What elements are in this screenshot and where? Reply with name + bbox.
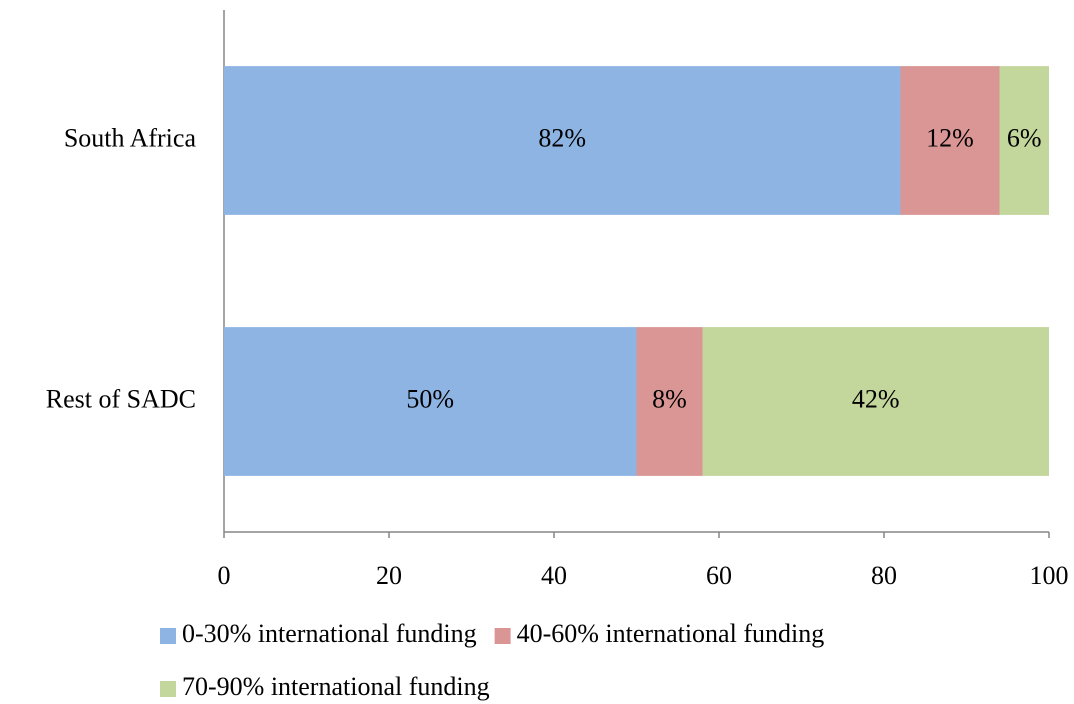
x-tick-label: 60 xyxy=(706,561,732,590)
data-label: 12% xyxy=(926,123,974,152)
bar-segment xyxy=(702,327,1049,476)
bar-segment xyxy=(900,66,1000,215)
x-tick-label: 20 xyxy=(376,561,402,590)
data-label: 82% xyxy=(538,123,586,152)
data-label: 8% xyxy=(652,384,687,413)
x-tick-label: 40 xyxy=(541,561,567,590)
legend-swatch xyxy=(160,681,176,697)
y-tick-label: Rest of SADC xyxy=(46,384,196,413)
x-tick-label: 0 xyxy=(218,561,231,590)
legend-label: 40-60% international funding xyxy=(517,619,825,648)
bar-segment xyxy=(999,66,1049,215)
legend-label: 0-30% international funding xyxy=(182,619,477,648)
legend-swatch xyxy=(494,628,511,644)
bar-segment xyxy=(224,327,637,476)
legend-swatch xyxy=(160,628,176,644)
x-tick-label: 80 xyxy=(871,561,897,590)
y-tick-label: South Africa xyxy=(64,123,197,152)
data-label: 42% xyxy=(852,384,900,413)
x-tick-label: 100 xyxy=(1030,561,1069,590)
bar-segment xyxy=(224,66,901,215)
legend-label: 70-90% international funding xyxy=(182,672,490,701)
data-label: 6% xyxy=(1007,123,1042,152)
data-label: 50% xyxy=(406,384,454,413)
bar-segment xyxy=(636,327,703,476)
